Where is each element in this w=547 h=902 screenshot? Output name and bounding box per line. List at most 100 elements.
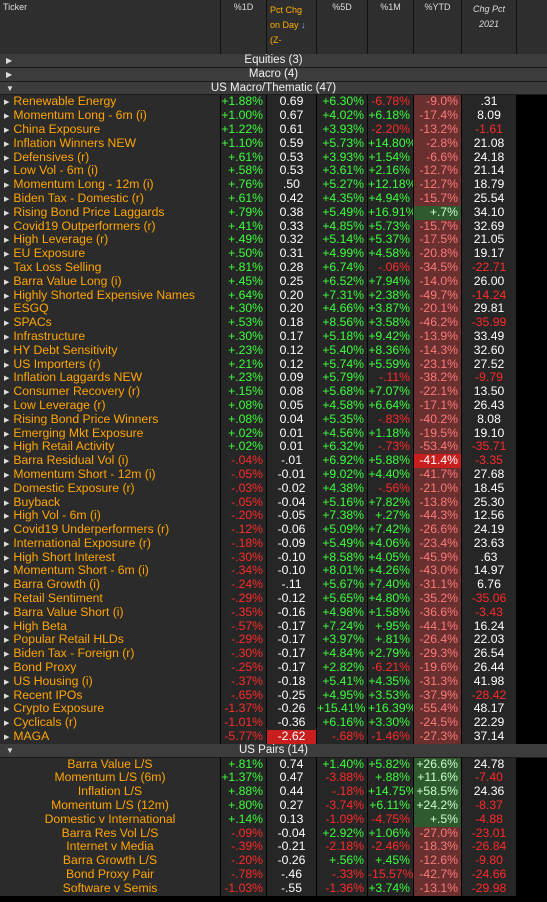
table-row[interactable]: ▶ High Beta -.57% -0.17 +7.24% +.95% -44.1% 16.… bbox=[0, 619, 547, 634]
row-name[interactable]: ▶ Consumer Recovery (r) bbox=[0, 385, 221, 399]
row-name[interactable]: ▶ HY Debt Sensitivity bbox=[0, 343, 221, 358]
row-name[interactable]: ▶ Recent IPOs bbox=[0, 688, 221, 703]
row-name[interactable]: Internet v Media bbox=[0, 840, 221, 855]
table-row[interactable]: ▶ Momentum Short - 6m (i) -.34% -0.10 +8.01%… bbox=[0, 564, 547, 579]
expand-arrow-icon[interactable]: ▶ bbox=[4, 582, 10, 590]
table-row[interactable]: ▶ Domestic Exposure (r) -.03% -0.02 +4.38% -.… bbox=[0, 481, 547, 496]
table-row[interactable]: ▶ Rising Bond Price Winners +.08% 0.04 +5.35… bbox=[0, 412, 547, 427]
expand-arrow-icon[interactable]: ▶ bbox=[4, 361, 10, 369]
table-row[interactable]: ▶ Barra Value Short (i) -.35% -0.16 +4.98% +1… bbox=[0, 605, 547, 620]
row-name[interactable]: ▶ Popular Retail HLDs bbox=[0, 633, 221, 648]
row-name[interactable]: ▶ Crypto Exposure bbox=[0, 702, 221, 717]
group-equities[interactable]: ▶ Equities (3) bbox=[0, 54, 547, 68]
table-row[interactable]: ▶ China Exposure +1.22% 0.61 +3.93% -2.20% -13… bbox=[0, 122, 547, 137]
row-name[interactable]: Bond Proxy Pair bbox=[0, 868, 221, 882]
table-row[interactable]: Software v Semis -1.03% -.55 -1.36% +3.74% -1… bbox=[0, 881, 547, 896]
table-row[interactable]: ▶ International Exposure (r) -.18% -0.09 +5.… bbox=[0, 536, 547, 551]
expand-arrow-icon[interactable]: ▶ bbox=[4, 540, 10, 548]
row-name[interactable]: ▶ Covid19 Outperformers (r) bbox=[0, 219, 221, 234]
table-row[interactable]: ▶ ESGQ +.30% 0.20 +4.66% +3.87% -20.1% 29.81 bbox=[0, 302, 547, 317]
header-chg-pct-2021[interactable]: Chg Pct 2021 bbox=[462, 0, 517, 54]
table-row[interactable]: ▶ Inflation Winners NEW +1.10% 0.59 +5.73% +1… bbox=[0, 136, 547, 151]
expand-arrow-icon[interactable]: ▶ bbox=[4, 347, 10, 355]
header-ytd[interactable]: %YTD bbox=[414, 0, 462, 54]
table-row[interactable]: ▶ Renewable Energy +1.88% 0.69 +6.30% -6.78% -… bbox=[0, 95, 547, 110]
expand-arrow-icon[interactable]: ▶ bbox=[4, 320, 10, 328]
table-row[interactable]: ▶ Low Vol - 6m (i) +.58% 0.53 +3.61% +2.16% -1… bbox=[0, 164, 547, 179]
table-row[interactable]: ▶ High Leverage (r) +.49% 0.32 +5.14% +5.37% -… bbox=[0, 233, 547, 248]
table-row[interactable]: ▶ Recent IPOs -.65% -0.25 +4.95% +3.53% -37.9%… bbox=[0, 688, 547, 703]
table-row[interactable]: Bond Proxy Pair -.78% -.46 -.33% -15.57% -42.… bbox=[0, 868, 547, 882]
expand-arrow-icon[interactable]: ▶ bbox=[4, 195, 10, 203]
table-row[interactable]: ▶ Tax Loss Selling +.81% 0.28 +6.74% -.06% -34… bbox=[0, 260, 547, 275]
expand-arrow-icon[interactable]: ▶ bbox=[4, 154, 10, 162]
row-name[interactable]: ▶ Rising Bond Price Laggards bbox=[0, 205, 221, 220]
expand-arrow-icon[interactable]: ▶ bbox=[4, 471, 10, 479]
table-row[interactable]: ▶ Covid19 Underperformers (r) -.12% -0.06 +5… bbox=[0, 523, 547, 537]
expand-arrow-icon[interactable]: ▶ bbox=[4, 596, 10, 604]
group-macro[interactable]: ▶ Macro (4) bbox=[0, 67, 547, 82]
row-name[interactable]: ▶ International Exposure (r) bbox=[0, 536, 221, 551]
expand-arrow-icon[interactable]: ▶ bbox=[4, 168, 10, 176]
table-row[interactable]: ▶ Rising Bond Price Laggards +.79% 0.38 +5.4… bbox=[0, 205, 547, 220]
row-name[interactable]: ▶ Highly Shorted Expensive Names bbox=[0, 288, 221, 303]
table-row[interactable]: ▶ Infrastructure +.30% 0.17 +5.18% +9.42% -13.… bbox=[0, 329, 547, 344]
table-row[interactable]: ▶ Defensives (r) +.61% 0.53 +3.93% +1.54% -6.6… bbox=[0, 150, 547, 165]
group-us-pairs[interactable]: ▼ US Pairs (14) bbox=[0, 743, 547, 758]
table-row[interactable]: Domestic v International +.14% 0.13 -1.09% -… bbox=[0, 812, 547, 827]
table-row[interactable]: ▶ Inflation Laggards NEW +.23% 0.09 +5.79% -.… bbox=[0, 371, 547, 386]
expand-arrow-icon[interactable]: ▶ bbox=[4, 306, 10, 314]
row-name[interactable]: Inflation L/S bbox=[0, 785, 221, 800]
expand-arrow-icon[interactable]: ▶ bbox=[4, 416, 10, 424]
expand-arrow-icon[interactable]: ▶ bbox=[4, 623, 10, 631]
expand-arrow-icon[interactable]: ▶ bbox=[4, 333, 10, 341]
table-row[interactable]: ▶ Buyback -.05% -0.04 +5.16% +7.82% -13.8% 25.3… bbox=[0, 495, 547, 510]
expand-arrow-icon[interactable]: ▶ bbox=[4, 609, 10, 617]
expand-arrow-icon[interactable]: ▶ bbox=[4, 513, 10, 521]
row-name[interactable]: ▶ US Importers (r) bbox=[0, 357, 221, 372]
row-name[interactable]: ▶ Barra Growth (i) bbox=[0, 578, 221, 593]
row-name[interactable]: Barra Value L/S bbox=[0, 757, 221, 772]
table-row[interactable]: ▶ Crypto Exposure -1.37% -0.26 +15.41% +16.39… bbox=[0, 702, 547, 717]
table-row[interactable]: ▶ HY Debt Sensitivity +.23% 0.12 +5.40% +8.36… bbox=[0, 343, 547, 358]
row-name[interactable]: ▶ Biden Tax - Foreign (r) bbox=[0, 647, 221, 662]
expand-arrow-icon[interactable]: ▶ bbox=[4, 113, 10, 121]
table-row[interactable]: ▶ SPACs +.53% 0.18 +8.56% +3.58% -46.2% -35.99 bbox=[0, 316, 547, 330]
row-name[interactable]: Domestic v International bbox=[0, 812, 221, 827]
expand-arrow-icon[interactable]: ▶ bbox=[4, 665, 10, 673]
expand-arrow-icon[interactable]: ▶ bbox=[4, 375, 10, 383]
row-name[interactable]: ▶ ESGQ bbox=[0, 302, 221, 317]
row-name[interactable]: ▶ Defensives (r) bbox=[0, 150, 221, 165]
expand-arrow-icon[interactable]: ▶ bbox=[4, 444, 10, 452]
table-row[interactable]: ▶ High Short Interest -.30% -0.10 +8.58% +4.0… bbox=[0, 550, 547, 565]
expand-arrow-icon[interactable]: ▶ bbox=[4, 692, 10, 700]
table-row[interactable]: ▶ Covid19 Outperformers (r) +.41% 0.33 +4.85… bbox=[0, 219, 547, 234]
table-row[interactable]: Momentum L/S (6m) +1.37% 0.47 -3.88% +.88% +1… bbox=[0, 771, 547, 786]
row-name[interactable]: ▶ Momentum Long - 6m (i) bbox=[0, 109, 221, 123]
row-name[interactable]: ▶ Retail Sentiment bbox=[0, 592, 221, 606]
expand-arrow-icon[interactable]: ▶ bbox=[4, 651, 10, 659]
row-name[interactable]: ▶ Barra Value Long (i) bbox=[0, 274, 221, 289]
table-row[interactable]: ▶ Biden Tax - Domestic (r) +.61% 0.42 +4.35%… bbox=[0, 191, 547, 206]
header-ticker[interactable]: Ticker bbox=[0, 0, 221, 54]
table-row[interactable]: ▶ MAGA -5.77% -2.62 -.68% -1.46% -27.3% 37.14 bbox=[0, 730, 547, 744]
table-row[interactable]: ▶ Barra Residual Vol (i) -.04% -.01 +6.92% +5… bbox=[0, 454, 547, 468]
row-name[interactable]: ▶ High Retail Activity bbox=[0, 440, 221, 455]
expand-arrow-icon[interactable]: ▶ bbox=[4, 278, 10, 286]
row-name[interactable]: Barra Growth L/S bbox=[0, 854, 221, 869]
table-row[interactable]: Momentum L/S (12m) +.80% 0.27 -3.74% +6.11% +… bbox=[0, 799, 547, 813]
expand-arrow-icon[interactable]: ▶ bbox=[4, 237, 10, 245]
row-name[interactable]: Software v Semis bbox=[0, 881, 221, 896]
table-row[interactable]: ▶ Consumer Recovery (r) +.15% 0.08 +5.68% +7.… bbox=[0, 385, 547, 399]
row-name[interactable]: ▶ Cyclicals (r) bbox=[0, 716, 221, 731]
table-row[interactable]: Internet v Media -.39% -0.21 -2.18% -2.46% -1… bbox=[0, 840, 547, 855]
row-name[interactable]: ▶ High Beta bbox=[0, 619, 221, 634]
expand-arrow-icon[interactable]: ▶ bbox=[4, 720, 10, 728]
expand-arrow-icon[interactable]: ▶ bbox=[4, 251, 10, 259]
table-row[interactable]: Inflation L/S +.88% 0.44 -.18% +14.75% +58.5%… bbox=[0, 785, 547, 800]
table-row[interactable]: Barra Growth L/S -.20% -0.26 +.56% +.45% -12.… bbox=[0, 854, 547, 869]
row-name[interactable]: ▶ Covid19 Underperformers (r) bbox=[0, 523, 221, 537]
row-name[interactable]: ▶ Inflation Winners NEW bbox=[0, 136, 221, 151]
row-name[interactable]: ▶ Momentum Short - 6m (i) bbox=[0, 564, 221, 579]
row-name[interactable]: ▶ Barra Value Short (i) bbox=[0, 605, 221, 620]
